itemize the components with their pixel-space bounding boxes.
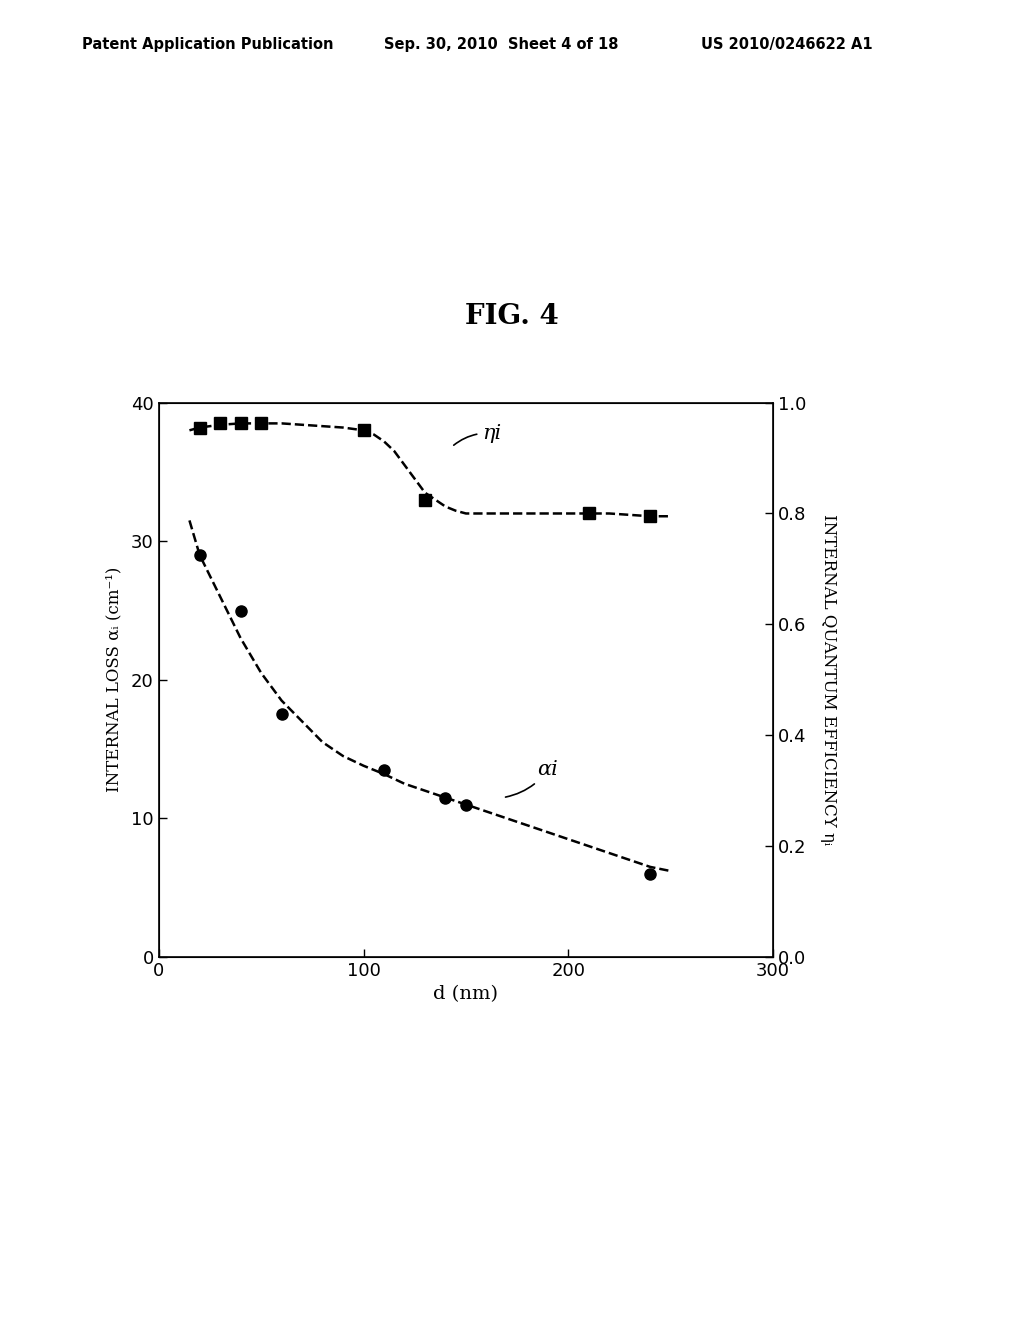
Text: US 2010/0246622 A1: US 2010/0246622 A1 xyxy=(701,37,873,51)
Text: αi: αi xyxy=(506,760,558,797)
Text: ηi: ηi xyxy=(454,424,502,445)
X-axis label: d (nm): d (nm) xyxy=(433,986,499,1003)
Y-axis label: INTERNAL QUANTUM EFFICIENCY ηᵢ: INTERNAL QUANTUM EFFICIENCY ηᵢ xyxy=(820,515,838,845)
Text: FIG. 4: FIG. 4 xyxy=(465,304,559,330)
Text: Sep. 30, 2010  Sheet 4 of 18: Sep. 30, 2010 Sheet 4 of 18 xyxy=(384,37,618,51)
Y-axis label: INTERNAL LOSS αᵢ (cm⁻¹): INTERNAL LOSS αᵢ (cm⁻¹) xyxy=(105,568,123,792)
Text: Patent Application Publication: Patent Application Publication xyxy=(82,37,334,51)
